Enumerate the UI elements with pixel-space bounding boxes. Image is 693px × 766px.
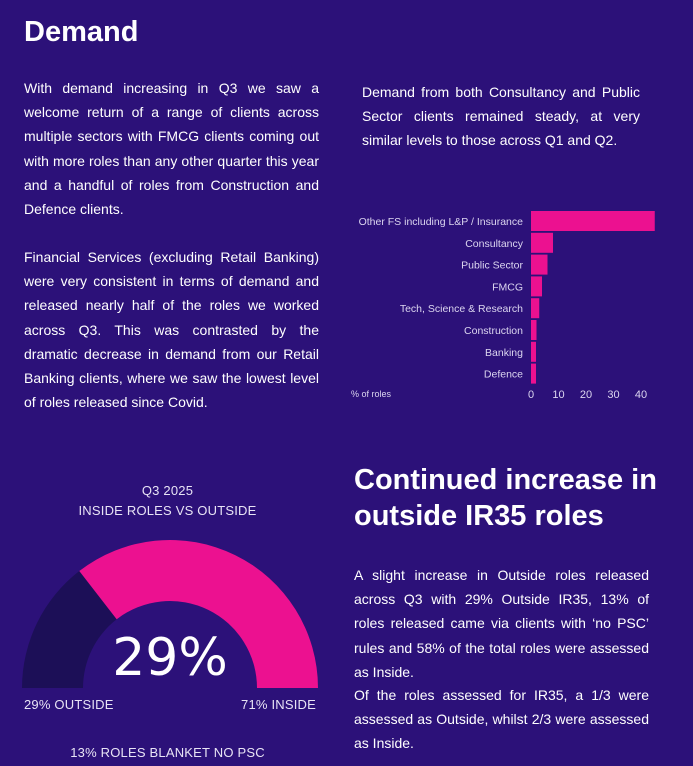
bar-category-label-3: FMCG	[492, 281, 523, 293]
bar-x-axis-label: % of roles	[351, 389, 392, 399]
bar-category-label-1: Consultancy	[465, 238, 524, 250]
bar-category-label-4: Tech, Science & Research	[400, 303, 523, 315]
gauge-subtitle: INSIDE ROLES VS OUTSIDE	[78, 503, 257, 518]
bar-6	[531, 341, 536, 362]
bar-x-tick-0: 0	[528, 389, 534, 401]
gauge-slice-inside	[79, 540, 318, 688]
gauge-slice-outside	[22, 571, 117, 688]
bar-category-label-5: Construction	[464, 325, 523, 337]
gauge-inside-label: 71% INSIDE	[241, 697, 316, 712]
bar-category-label-2: Public Sector	[461, 260, 523, 272]
demand-paragraph-3: Demand from both Consultancy and Public …	[362, 84, 640, 149]
bar-x-tick-2: 20	[580, 389, 592, 401]
ir35-paragraph-2: Of the roles assessed for IR35, a 1/3 we…	[354, 687, 649, 752]
bar-category-label-7: Defence	[484, 369, 523, 381]
bar-5	[531, 320, 537, 340]
bar-category-label-0: Other FS including L&P / Insurance	[359, 216, 524, 228]
bar-7	[531, 363, 536, 384]
bar-category-label-6: Banking	[485, 347, 523, 359]
bar-x-tick-1: 10	[552, 389, 564, 401]
bar-1	[531, 232, 553, 253]
bar-4	[531, 298, 540, 319]
gauge-footnote: 13% ROLES BLANKET NO PSC	[70, 745, 265, 760]
gauge-title: Q3 2025	[141, 483, 194, 498]
demand-heading: Demand	[24, 16, 139, 48]
bar-3	[531, 276, 542, 297]
gauge-outside-label: 29% OUTSIDE	[24, 697, 114, 712]
ir35-heading: Continued increase in outside IR35 roles	[354, 464, 657, 532]
bar-x-tick-3: 30	[607, 389, 619, 401]
bar-x-tick-4: 40	[635, 389, 647, 401]
demand-paragraph-2: Financial Services (excluding Retail Ban…	[24, 249, 319, 411]
demand-paragraph-1: With demand increasing in Q3 we saw a we…	[24, 80, 319, 218]
ir35-paragraph-1: A slight increase in Outside roles relea…	[354, 567, 649, 680]
gauge-center-value: 29%	[112, 628, 228, 688]
bar-0	[531, 211, 655, 231]
bar-2	[531, 254, 548, 275]
